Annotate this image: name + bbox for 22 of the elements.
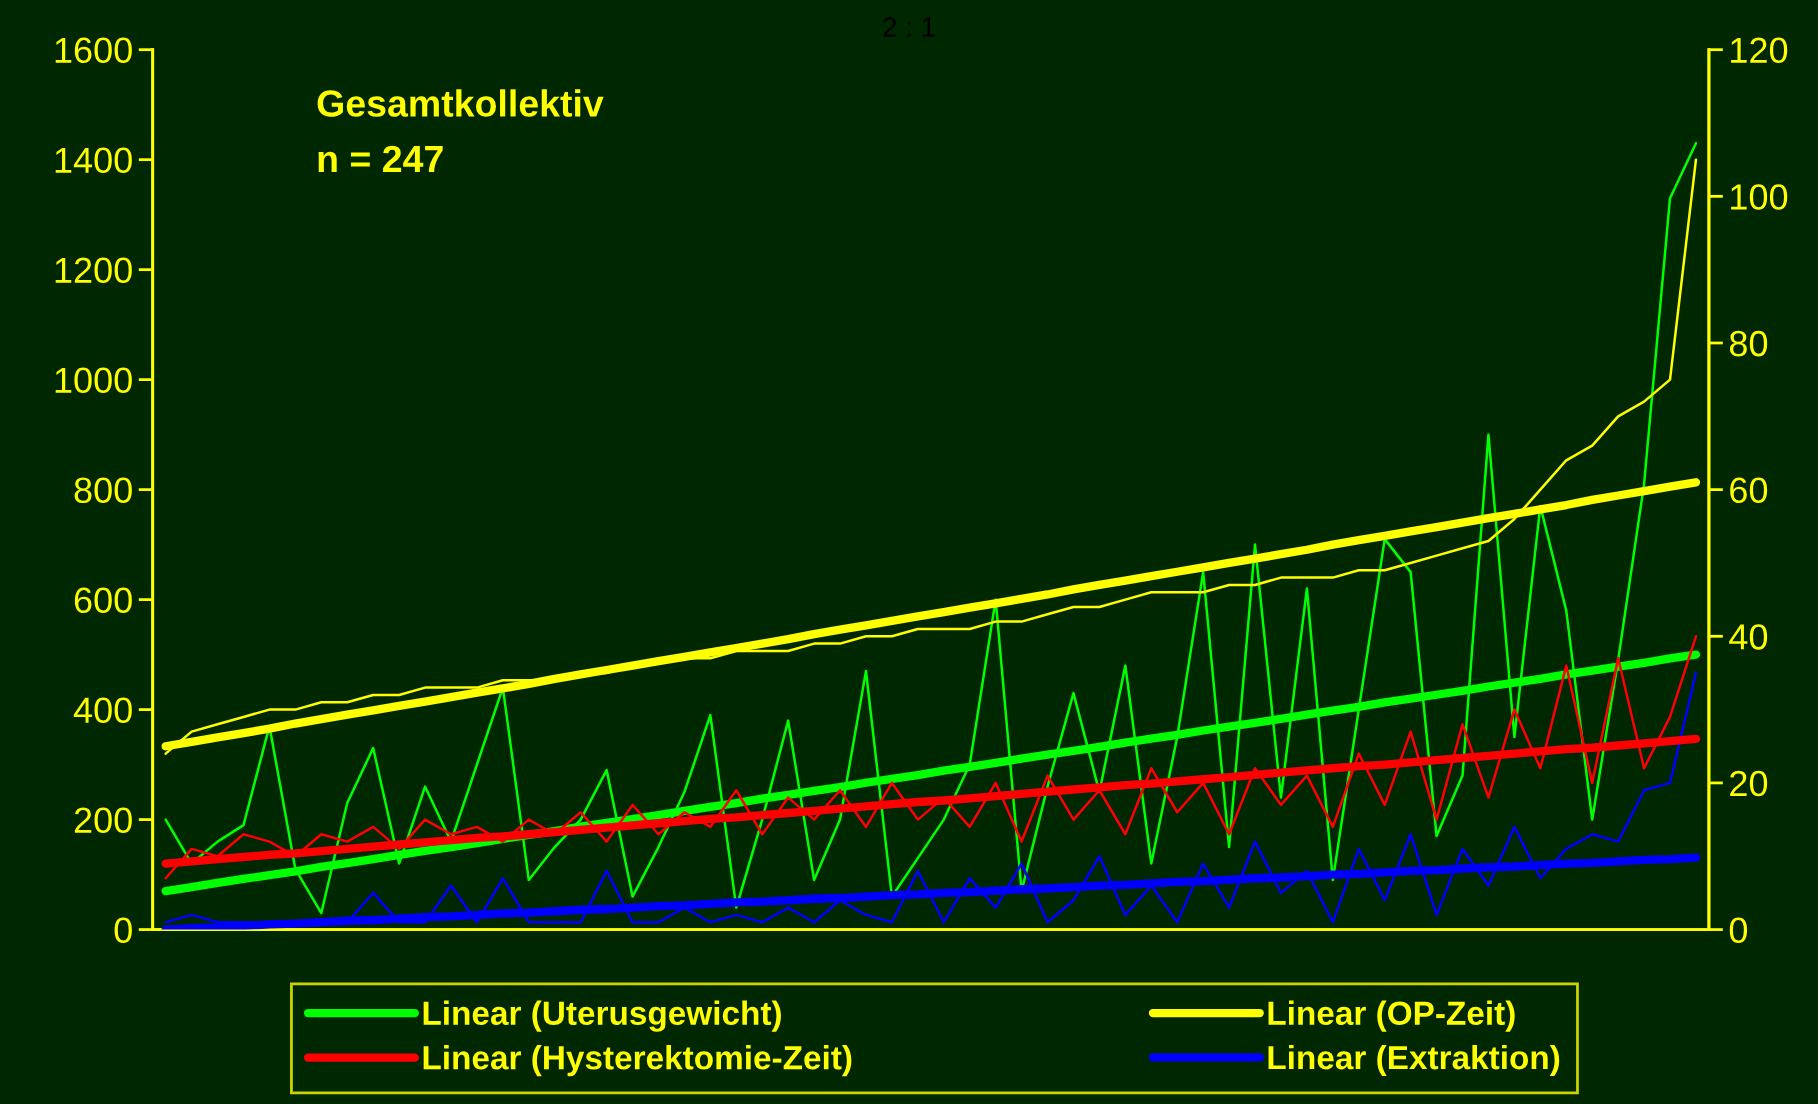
legend-label: Linear (Hysterektomie-Zeit) — [423, 1045, 852, 1077]
y2-tick-label: 80 — [1729, 330, 1768, 357]
legend-label: Linear (Extraktion) — [1268, 1044, 1560, 1077]
y2-tick-label: 20 — [1730, 770, 1768, 797]
y-tick-label: 1200 — [55, 257, 132, 284]
annotation: n = 247 — [318, 145, 443, 172]
y2-tick-label: 40 — [1729, 624, 1768, 650]
y-tick-label: 400 — [73, 697, 132, 724]
y-tick-label: 1400 — [55, 147, 132, 174]
legend-label: Linear (OP-Zeit) — [1268, 1000, 1515, 1032]
y-tick-label: 600 — [74, 587, 132, 614]
y-tick-label: 0 — [114, 917, 132, 944]
y-tick-label: 1600 — [55, 37, 132, 64]
y2-tick-label: 0 — [1729, 917, 1748, 944]
y-tick-label: 200 — [74, 807, 132, 834]
y-tick-label: 1000 — [55, 367, 132, 394]
annotation: Gesamtkollektiv — [317, 89, 604, 117]
y2-tick-label: 60 — [1730, 477, 1768, 504]
y-tick-label: 800 — [74, 477, 132, 504]
legend-label: Linear (Uterusgewicht) — [423, 1000, 781, 1032]
y2-tick-label: 120 — [1731, 37, 1788, 64]
y2-tick-label: 100 — [1731, 184, 1788, 210]
